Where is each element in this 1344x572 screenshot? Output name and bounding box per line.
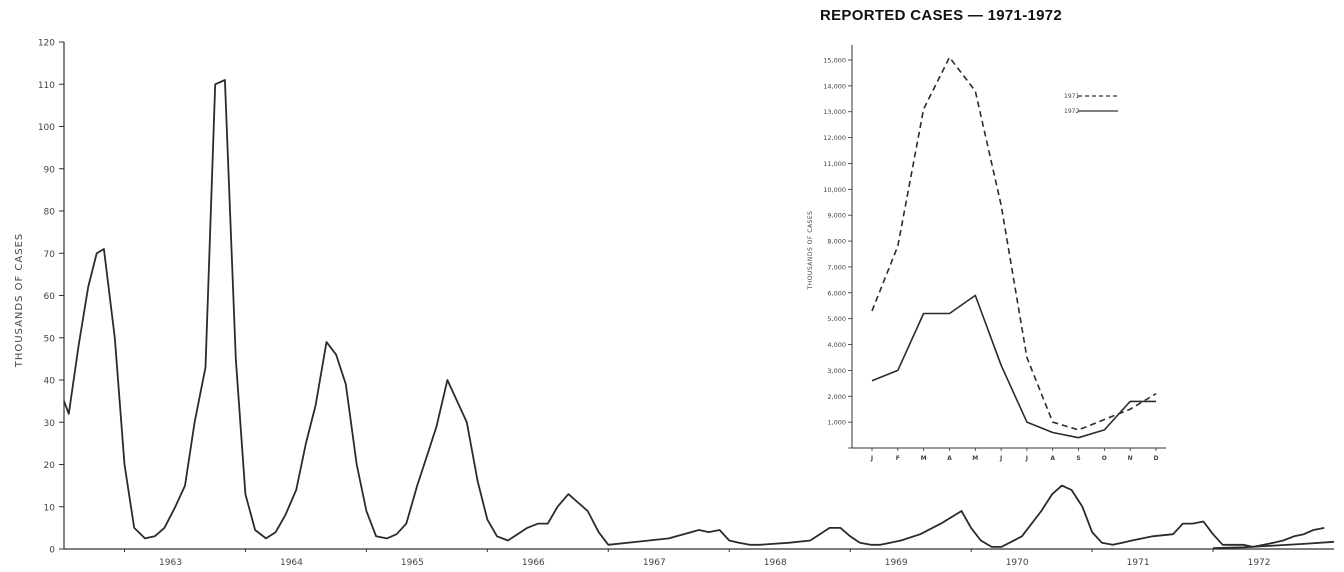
main-x-tick-label: 1965	[401, 558, 424, 568]
main-y-tick-label: 50	[44, 334, 56, 344]
main-x-tick-label: 1972	[1248, 558, 1271, 568]
main-y-ticks: 0 10 20 30 40 50 60 70 80 90 100 110 120	[38, 39, 64, 556]
main-x-tick-label: 1970	[1006, 558, 1029, 568]
main-y-tick-label: 40	[44, 377, 56, 387]
main-series-line-0	[63, 79, 1325, 548]
main-y-tick-label: 120	[38, 39, 55, 49]
main-x-tick-label: 1963	[159, 558, 182, 568]
main-y-tick-label: 110	[38, 81, 55, 91]
main-y-tick-label: 20	[44, 461, 56, 471]
main-y-tick-label: 0	[49, 546, 55, 556]
main-y-axis-label: THOUSANDS OF CASES	[14, 233, 25, 369]
main-y-tick-label: 80	[44, 208, 56, 218]
main-x-tick-label: 1969	[885, 558, 908, 568]
main-x-ticks: 1963 1964 1965 1966 1967 1968 1969 1970 1971 1972	[123, 549, 1271, 568]
main-y-tick-label: 90	[44, 165, 56, 175]
main-x-tick-label: 1968	[764, 558, 787, 568]
main-x-tick-label: 1967	[643, 558, 666, 568]
main-series-line-1	[1212, 540, 1335, 550]
main-y-tick-label: 60	[44, 292, 56, 302]
main-y-tick-label: 10	[44, 503, 56, 513]
main-x-tick-label: 1971	[1127, 558, 1150, 568]
main-x-tick-label: 1966	[522, 558, 545, 568]
main-series	[63, 79, 1335, 550]
inset-title: REPORTED CASES — 1971-1972	[820, 7, 1063, 24]
main-axes	[63, 42, 1334, 550]
main-x-tick-label: 1964	[280, 558, 303, 568]
main-y-tick-label: 30	[44, 419, 56, 429]
main-y-tick-label: 100	[38, 123, 55, 133]
main-y-tick-label: 70	[44, 250, 56, 260]
